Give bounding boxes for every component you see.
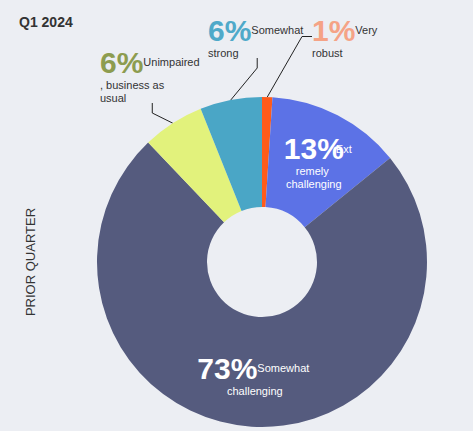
svg-text:Somewhat: Somewhat <box>257 362 312 374</box>
svg-text:Very: Very <box>355 24 380 36</box>
svg-text:Q1 2024: Q1 2024 <box>19 14 73 30</box>
svg-text:6%: 6% <box>208 14 251 47</box>
svg-text:PRIOR QUARTER: PRIOR QUARTER <box>23 208 38 316</box>
svg-text:usual: usual <box>100 92 126 104</box>
svg-text:, business as: , business as <box>100 79 167 91</box>
svg-text:1%: 1% <box>312 14 355 47</box>
svg-text:Somewhat: Somewhat <box>251 24 306 36</box>
svg-text:challenging: challenging <box>286 178 342 190</box>
svg-text:remely: remely <box>296 165 332 177</box>
svg-text:6%: 6% <box>100 46 143 79</box>
svg-text:robust: robust <box>312 47 343 59</box>
svg-text:Ext: Ext <box>336 143 352 155</box>
svg-text:13%: 13% <box>284 132 344 165</box>
svg-text:73%: 73% <box>197 352 257 385</box>
svg-text:challenging: challenging <box>227 385 283 397</box>
svg-text:strong: strong <box>208 47 239 59</box>
svg-text:Unimpaired: Unimpaired <box>143 56 199 68</box>
